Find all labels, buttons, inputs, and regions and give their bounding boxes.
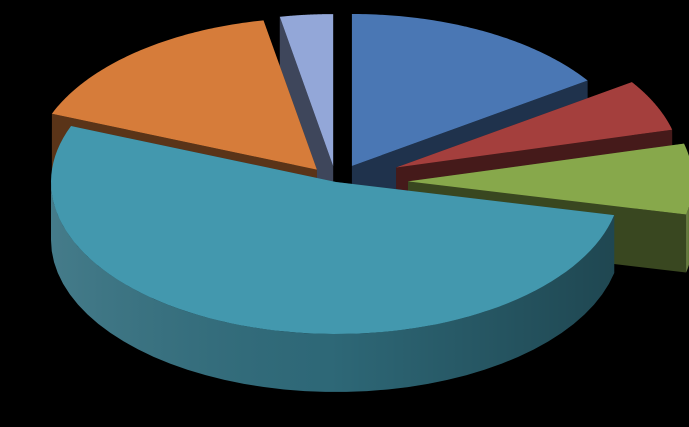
- pie-slice-wall: [279, 16, 334, 225]
- pie-slice-top: [51, 126, 615, 334]
- pie-slice-top: [351, 13, 588, 166]
- pie-slice-5: [279, 14, 334, 225]
- pie-slice-top: [396, 82, 673, 168]
- pie-slice-top: [407, 143, 689, 215]
- slices-layer: [51, 13, 689, 392]
- pie-slice-3: [51, 126, 615, 392]
- pie-slice-side-shade: [686, 206, 689, 273]
- pie-slice-top: [279, 14, 334, 167]
- pie-slice-side-shade: [51, 182, 615, 392]
- pie-slice-top: [51, 20, 317, 170]
